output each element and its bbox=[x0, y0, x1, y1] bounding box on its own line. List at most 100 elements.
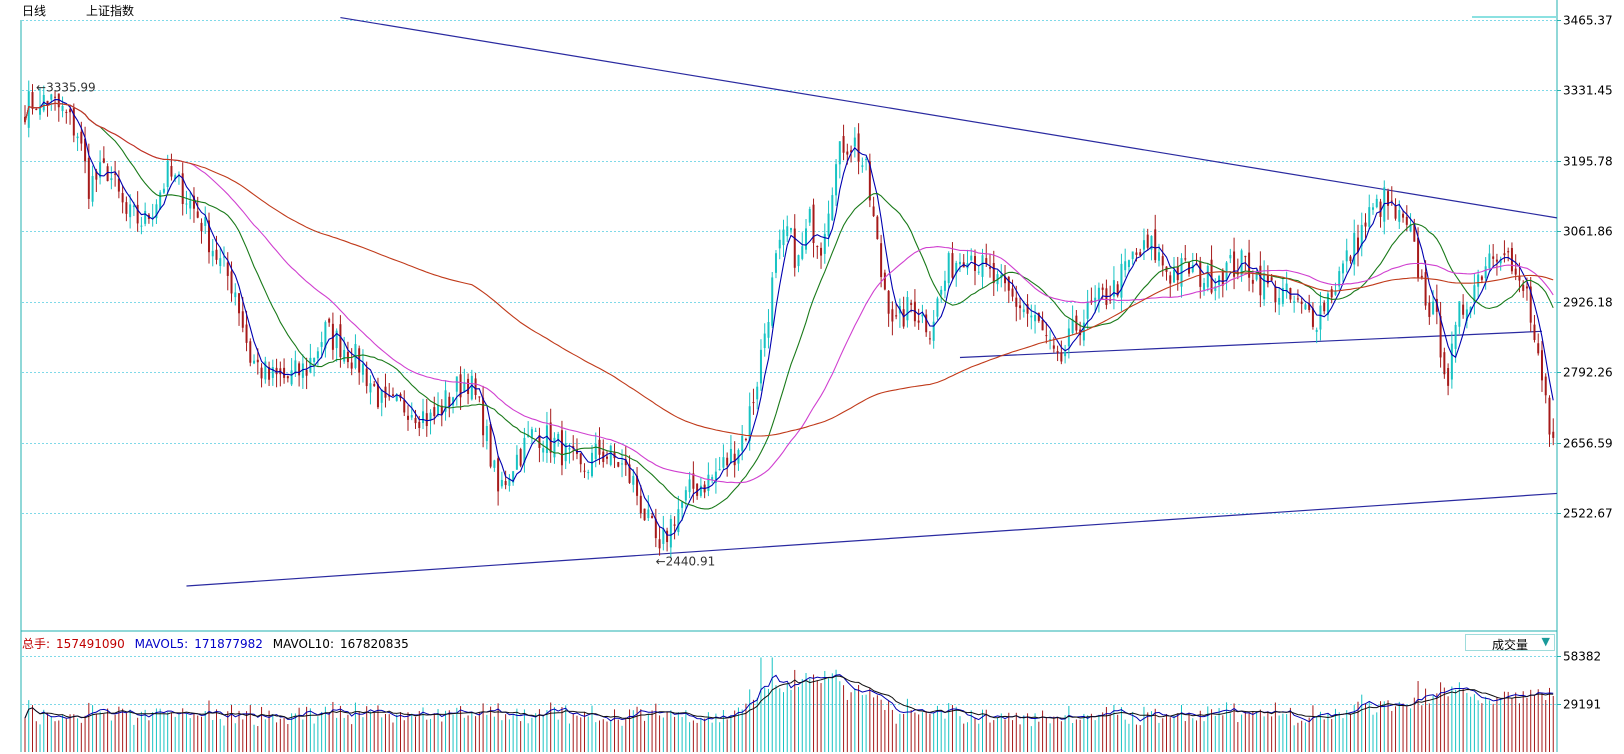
candle bbox=[887, 290, 890, 327]
candle bbox=[1015, 285, 1018, 322]
candle-body bbox=[1037, 312, 1040, 321]
candle-body bbox=[560, 430, 563, 466]
candle bbox=[1251, 270, 1254, 293]
candle bbox=[1300, 297, 1303, 314]
candle bbox=[1266, 265, 1269, 288]
moving-average-lines bbox=[24, 99, 1554, 536]
candle-body bbox=[752, 402, 755, 404]
candle-body bbox=[748, 406, 751, 441]
candle-body bbox=[669, 518, 672, 548]
candle bbox=[482, 385, 485, 448]
candle-body bbox=[989, 267, 992, 269]
candle bbox=[1173, 257, 1175, 283]
candle bbox=[316, 347, 319, 366]
candle-body bbox=[260, 367, 263, 379]
candle bbox=[534, 427, 537, 432]
candle bbox=[422, 398, 425, 430]
candle bbox=[1488, 244, 1491, 271]
candle-body bbox=[309, 357, 312, 373]
candle bbox=[358, 345, 361, 385]
candle-body bbox=[868, 161, 871, 201]
candle-body bbox=[448, 396, 451, 407]
candle bbox=[1191, 252, 1194, 274]
candle bbox=[328, 317, 331, 327]
candle-body bbox=[99, 162, 102, 178]
candle bbox=[853, 127, 856, 158]
indicator-selector[interactable]: 成交量 ▼ bbox=[1465, 634, 1555, 652]
candle bbox=[677, 495, 680, 536]
candle-body bbox=[1255, 271, 1258, 280]
candle bbox=[437, 392, 440, 417]
candle-body bbox=[234, 292, 237, 298]
candle-body bbox=[1514, 268, 1517, 275]
candle-body bbox=[91, 176, 94, 202]
candle bbox=[530, 426, 533, 444]
candle-body bbox=[793, 228, 796, 268]
candle-body bbox=[1323, 302, 1326, 312]
candle-body bbox=[692, 473, 695, 489]
candle bbox=[748, 392, 751, 451]
price-tick-label: 3195.78 bbox=[1563, 155, 1613, 169]
candle-body bbox=[1094, 297, 1097, 303]
candle bbox=[737, 448, 740, 471]
candle-body bbox=[1503, 253, 1506, 256]
candle-body bbox=[61, 105, 64, 112]
candle-body bbox=[1124, 261, 1127, 271]
candle-body bbox=[1533, 324, 1536, 340]
candle-body bbox=[1492, 256, 1495, 259]
candle bbox=[452, 396, 455, 414]
candle-body bbox=[125, 202, 128, 214]
candle-body bbox=[444, 390, 447, 412]
candle bbox=[553, 432, 556, 464]
candle-body bbox=[253, 360, 256, 364]
candle bbox=[1045, 322, 1048, 344]
candle bbox=[643, 508, 646, 521]
candle bbox=[902, 296, 905, 329]
candle-body bbox=[1225, 262, 1228, 280]
candle bbox=[763, 323, 766, 357]
candle bbox=[1131, 251, 1134, 265]
candle-body bbox=[129, 204, 132, 218]
chevron-down-icon[interactable]: ▼ bbox=[1541, 635, 1550, 648]
candle bbox=[801, 232, 804, 261]
candle bbox=[1289, 287, 1292, 303]
candle bbox=[917, 308, 920, 330]
candle bbox=[1259, 251, 1262, 308]
candle-body bbox=[1495, 259, 1498, 262]
candle-body bbox=[579, 453, 582, 465]
candle bbox=[114, 160, 117, 187]
candle bbox=[1540, 340, 1543, 392]
candle bbox=[1405, 205, 1408, 232]
candle bbox=[579, 453, 582, 473]
candle-body bbox=[467, 378, 470, 394]
candle bbox=[1484, 257, 1487, 290]
candle bbox=[752, 388, 755, 415]
candle-body bbox=[943, 280, 946, 291]
candle bbox=[72, 103, 75, 143]
candle-body bbox=[1278, 297, 1281, 305]
candle-body bbox=[249, 341, 252, 363]
candle-body bbox=[1473, 285, 1476, 303]
candle bbox=[519, 447, 522, 468]
period-label[interactable]: 日线 bbox=[22, 4, 47, 18]
ma-line-ma60 bbox=[24, 102, 1554, 437]
candle bbox=[726, 452, 729, 477]
candle bbox=[575, 438, 578, 460]
candle bbox=[286, 375, 289, 383]
candle-body bbox=[895, 315, 898, 317]
candle-body bbox=[1484, 266, 1487, 279]
candle bbox=[1447, 363, 1450, 396]
candle-body bbox=[1499, 259, 1502, 264]
candle bbox=[189, 191, 192, 220]
candle-body bbox=[1304, 304, 1307, 310]
candle bbox=[681, 501, 684, 521]
candle bbox=[587, 469, 590, 480]
candle bbox=[1263, 260, 1266, 306]
candle-body bbox=[966, 263, 969, 269]
candle bbox=[973, 249, 976, 286]
candle bbox=[921, 304, 924, 324]
ma-line-ma10 bbox=[24, 102, 1554, 510]
candle bbox=[440, 399, 443, 427]
candle bbox=[797, 254, 800, 273]
